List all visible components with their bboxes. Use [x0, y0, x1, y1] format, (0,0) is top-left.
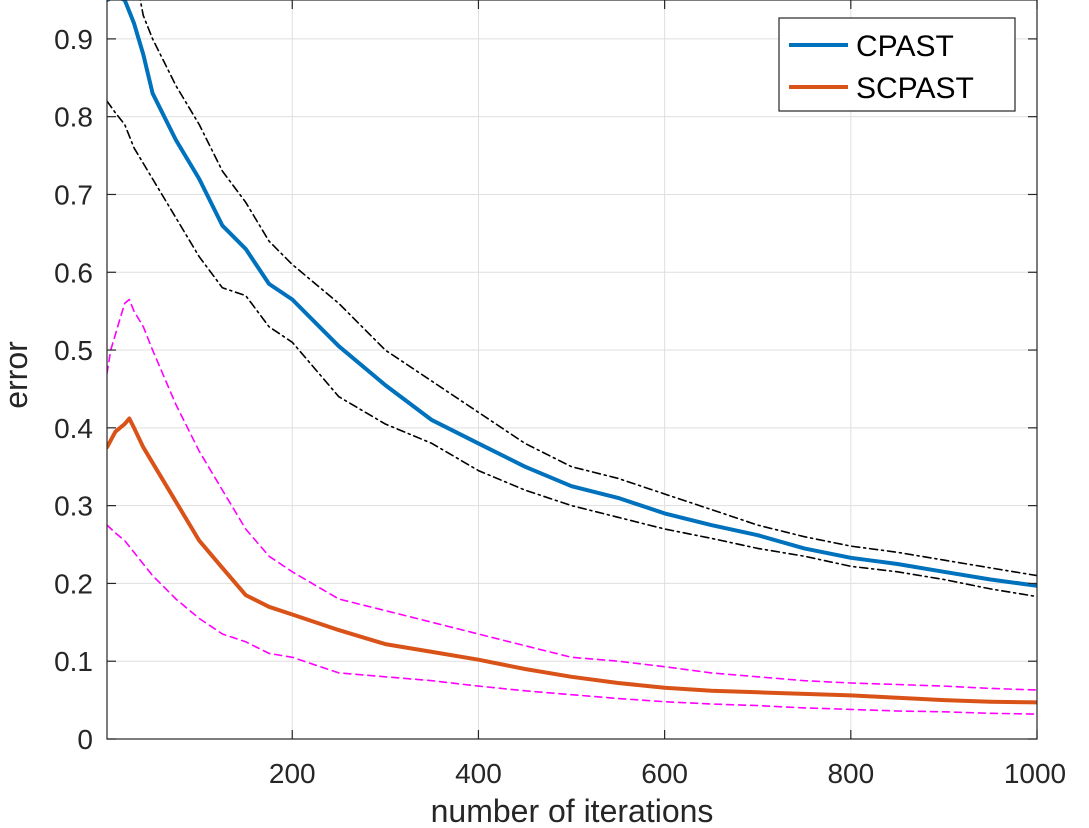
- series-line-cpast-lower-bound: [107, 100, 1037, 598]
- legend: CPAST SCPAST: [778, 17, 1016, 112]
- series-line-scpast: [107, 416, 1037, 705]
- x-axis-label: number of iterations: [431, 793, 714, 828]
- y-tick-label: 0.9: [54, 24, 93, 55]
- series-line-scpast-lower-bound: [107, 524, 1037, 715]
- x-tick-label: 200: [269, 758, 316, 789]
- legend-label-scpast: SCPAST: [856, 72, 974, 105]
- y-tick-label: 0.5: [54, 335, 93, 366]
- series-line-cpast-upper-bound: [139, 0, 1037, 577]
- series-line-cpast: [107, 0, 1037, 588]
- x-tick-label: 1000: [1004, 758, 1066, 789]
- y-tick-label: 0.4: [54, 413, 93, 444]
- y-tick-label: 0.1: [54, 646, 93, 677]
- y-tick-label: 0.8: [54, 102, 93, 133]
- y-tick-label: 0.2: [54, 568, 93, 599]
- y-axis-label: error: [0, 341, 34, 409]
- legend-box: [778, 17, 1016, 112]
- y-tick-label: 0.3: [54, 491, 93, 522]
- series-line-scpast-upper-bound: [107, 298, 1037, 691]
- legend-label-cpast: CPAST: [856, 30, 954, 63]
- x-tick-label: 600: [641, 758, 688, 789]
- x-tick-label: 800: [827, 758, 874, 789]
- axis-ticks: 200 400 600 800 1000 0 0.1 0.2 0.3 0.4 0.5 0.6 0.7 0.…: [54, 0, 1066, 789]
- plot-frame: [106, 0, 1038, 740]
- y-tick-label: 0.6: [54, 257, 93, 288]
- y-tick-label: 0.7: [54, 179, 93, 210]
- y-tick-label: 0: [77, 724, 93, 755]
- series-lines: [107, 0, 1037, 715]
- x-tick-label: 400: [455, 758, 502, 789]
